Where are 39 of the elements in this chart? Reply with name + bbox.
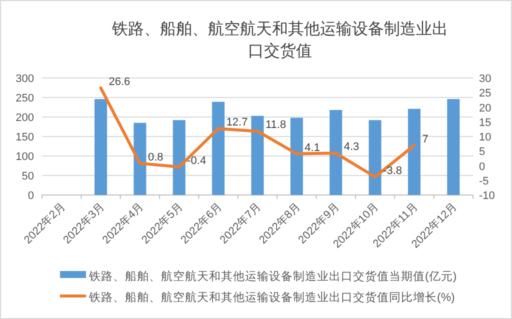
y-tick-label: 150 xyxy=(16,132,34,144)
data-label: 7 xyxy=(422,133,428,146)
y-tick-label: 250 xyxy=(16,92,34,104)
data-label: 0.8 xyxy=(148,151,164,164)
bar xyxy=(290,118,303,195)
chart-title: 铁路、船舶、航空航天和其他运输设备制造业出口交货值 xyxy=(111,20,448,60)
bar xyxy=(368,120,382,195)
line-series xyxy=(99,86,416,178)
bar xyxy=(251,116,264,195)
bar xyxy=(408,108,420,195)
bar xyxy=(447,99,460,195)
y2-tick-label: 0 xyxy=(479,160,486,173)
legend-label: 铁路、船舶、航空航天和其他运输设备制造业出口交货值同比增长(%) xyxy=(88,290,456,304)
data-label: 12.7 xyxy=(226,116,248,129)
y2-tick-label: 30 xyxy=(479,73,492,85)
y2-tick-label: 25 xyxy=(479,88,492,100)
y2-tick-label: -10 xyxy=(479,190,495,202)
y-tick-label: 50 xyxy=(22,170,34,182)
data-label: 26.6 xyxy=(108,76,130,88)
y-tick-label: 0 xyxy=(28,190,34,202)
data-label: 11.8 xyxy=(266,119,286,132)
y2-tick-label: 5 xyxy=(479,146,486,158)
bar xyxy=(212,102,225,195)
bar xyxy=(172,120,186,195)
y-tick-label: 300 xyxy=(16,73,34,85)
y-tick-label: 100 xyxy=(16,151,34,163)
data-label: 4.1 xyxy=(304,142,320,154)
y2-tick-label: 10 xyxy=(479,132,492,144)
y2-tick-label: 15 xyxy=(479,116,492,129)
bar xyxy=(330,110,342,195)
y-tick-label: 200 xyxy=(16,112,34,124)
data-label: -0.4 xyxy=(187,154,206,167)
legend-label: 铁路、船舶、航空航天和其他运输设备制造业出口交货值当期值(亿元) xyxy=(88,269,457,283)
y2-tick-label: 20 xyxy=(479,102,492,114)
data-label: -3.8 xyxy=(383,164,402,177)
data-label: 4.3 xyxy=(344,141,360,154)
bar xyxy=(134,122,146,195)
bar xyxy=(94,99,108,195)
y2-tick-label: -5 xyxy=(479,175,489,188)
